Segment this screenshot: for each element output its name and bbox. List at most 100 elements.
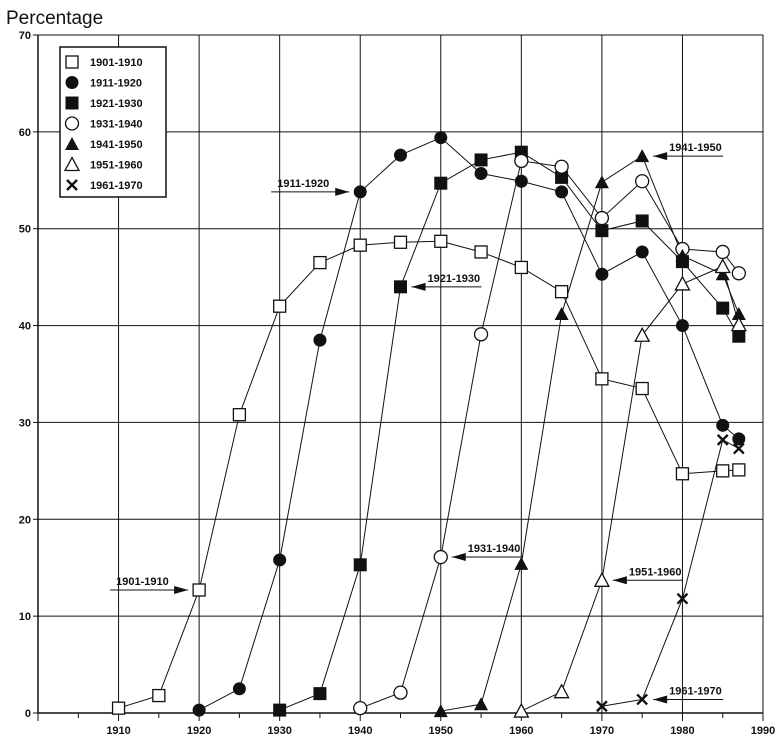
legend-marker xyxy=(65,55,79,69)
x-tick-label: 1980 xyxy=(670,725,694,737)
data-point xyxy=(433,549,448,565)
annotation-label: 1911-1920 xyxy=(277,178,329,190)
data-point xyxy=(192,703,206,717)
data-point xyxy=(232,408,247,422)
legend-item-1951-1960: 1951-1960 xyxy=(63,156,143,172)
data-point xyxy=(433,704,448,718)
annotation-arrow-head xyxy=(411,282,426,291)
data-point xyxy=(474,167,488,181)
data-point xyxy=(353,701,368,716)
legend-item-1921-1930: 1921-1930 xyxy=(65,96,143,110)
annotation-1931-1940: 1931-1940 xyxy=(451,543,522,562)
x-tick-label: 1950 xyxy=(429,725,453,737)
data-point xyxy=(474,153,488,167)
data-point xyxy=(394,148,407,162)
x-marker-stroke xyxy=(636,693,649,706)
annotation-label: 1951-1960 xyxy=(629,566,682,578)
legend-label: 1951-1960 xyxy=(90,160,143,172)
data-point xyxy=(434,131,448,145)
data-point xyxy=(716,434,729,446)
legend-marker xyxy=(65,96,79,110)
annotation-arrow-head xyxy=(451,553,466,562)
legend-label: 1911-1920 xyxy=(90,78,142,90)
data-point xyxy=(732,329,746,343)
legend-marker xyxy=(66,179,78,191)
annotation-arrow-head xyxy=(335,187,350,196)
data-point xyxy=(555,185,569,199)
legend-label: 1921-1930 xyxy=(90,98,143,110)
data-point xyxy=(434,234,448,248)
y-tick-label: 10 xyxy=(19,611,31,623)
y-tick-label: 20 xyxy=(19,514,31,526)
x-tick-label: 1970 xyxy=(590,725,614,737)
data-point xyxy=(434,176,448,190)
annotation-arrow-head xyxy=(653,695,668,704)
data-point xyxy=(715,244,730,260)
x-tick-label: 1920 xyxy=(187,725,211,737)
legend-item-1941-1950: 1941-1950 xyxy=(65,137,143,151)
data-point xyxy=(393,235,408,249)
data-point xyxy=(595,267,609,281)
legend-marker xyxy=(65,137,79,150)
data-point xyxy=(595,372,609,386)
y-tick-label: 60 xyxy=(19,127,31,139)
data-point xyxy=(554,285,569,299)
data-point xyxy=(111,701,126,715)
data-point xyxy=(553,683,570,699)
data-point xyxy=(594,175,609,189)
data-point xyxy=(716,418,730,432)
data-point xyxy=(313,333,327,347)
data-point xyxy=(675,248,690,262)
legend-item-1961-1970: 1961-1970 xyxy=(66,179,143,192)
annotation-arrow-head xyxy=(612,576,627,585)
x-tick-label: 1930 xyxy=(267,725,291,737)
data-point xyxy=(594,210,610,226)
data-point xyxy=(353,185,367,199)
data-point xyxy=(353,238,367,252)
y-tick-label: 40 xyxy=(19,321,31,333)
legend-label: 1941-1950 xyxy=(90,139,143,151)
data-point xyxy=(593,571,610,587)
data-point xyxy=(514,153,529,169)
series-group xyxy=(111,131,747,718)
legend-label: 1961-1970 xyxy=(90,180,143,192)
annotation-1961-1970: 1961-1970 xyxy=(653,685,724,704)
legend: 1901-1910 1911-1920 1921-1930 1931-1940 1941… xyxy=(59,46,167,198)
annotation-1901-1910: 1901-1910 xyxy=(110,576,189,594)
data-point xyxy=(732,442,745,455)
x-tick-label: 1990 xyxy=(751,725,775,737)
data-point xyxy=(474,245,488,259)
data-point xyxy=(675,467,690,481)
annotation-1951-1960: 1951-1960 xyxy=(612,566,683,585)
x-marker-stroke xyxy=(66,179,78,191)
annotation-label: 1941-1950 xyxy=(669,142,722,154)
x-marker-stroke xyxy=(596,700,608,713)
annotation-arrow-head xyxy=(174,585,189,594)
data-point xyxy=(636,693,649,706)
legend-label: 1931-1940 xyxy=(90,119,143,131)
data-point xyxy=(716,301,730,315)
x-tick-label: 1940 xyxy=(348,725,372,737)
legend-label: 1901-1910 xyxy=(90,57,143,69)
x-tick-label: 1910 xyxy=(106,725,130,737)
data-point xyxy=(635,381,649,396)
data-point xyxy=(635,174,650,189)
annotation-1941-1950: 1941-1950 xyxy=(653,142,724,161)
legend-item-1911-1920: 1911-1920 xyxy=(65,76,142,90)
data-point xyxy=(152,688,166,703)
x-marker-stroke xyxy=(676,592,689,605)
annotation-label: 1931-1940 xyxy=(468,543,521,555)
data-point xyxy=(732,463,746,477)
data-point xyxy=(313,687,327,701)
data-point xyxy=(675,319,689,333)
annotation-1921-1930: 1921-1930 xyxy=(411,273,482,291)
data-point xyxy=(232,682,246,696)
series-points-1911-1920 xyxy=(192,131,746,717)
data-point xyxy=(273,703,287,717)
legend-marker xyxy=(64,116,80,131)
data-point xyxy=(714,258,731,274)
series-points-1901-1910 xyxy=(111,234,746,715)
annotation-1911-1920: 1911-1920 xyxy=(271,178,350,196)
data-point xyxy=(554,159,569,174)
data-point xyxy=(554,306,569,320)
